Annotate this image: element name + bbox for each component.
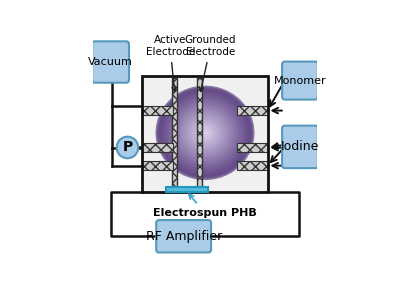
Ellipse shape <box>156 86 254 180</box>
Ellipse shape <box>169 98 241 168</box>
Bar <box>142 143 173 152</box>
Ellipse shape <box>160 90 250 175</box>
Ellipse shape <box>166 95 244 171</box>
Bar <box>142 106 173 115</box>
Bar <box>142 161 173 170</box>
Ellipse shape <box>192 120 218 145</box>
Ellipse shape <box>157 87 253 178</box>
Text: Active
Electrode: Active Electrode <box>146 36 195 91</box>
Bar <box>197 78 202 191</box>
Bar <box>237 161 268 170</box>
Ellipse shape <box>190 119 220 147</box>
Ellipse shape <box>179 108 231 158</box>
Ellipse shape <box>185 114 225 152</box>
FancyBboxPatch shape <box>282 62 318 100</box>
Text: Iodine: Iodine <box>281 140 319 153</box>
Ellipse shape <box>195 124 215 142</box>
Ellipse shape <box>174 103 236 163</box>
Ellipse shape <box>187 116 223 150</box>
Text: Electrospun PHB: Electrospun PHB <box>153 194 257 218</box>
FancyBboxPatch shape <box>282 126 318 168</box>
Ellipse shape <box>182 111 228 155</box>
Ellipse shape <box>167 97 243 169</box>
Bar <box>197 84 202 166</box>
Ellipse shape <box>200 128 210 138</box>
Ellipse shape <box>170 100 240 166</box>
Text: P: P <box>122 140 132 154</box>
Ellipse shape <box>202 130 208 136</box>
Bar <box>142 76 268 192</box>
Ellipse shape <box>175 105 235 161</box>
Bar <box>142 76 268 192</box>
Ellipse shape <box>159 89 251 177</box>
Ellipse shape <box>180 109 230 157</box>
Ellipse shape <box>188 117 222 149</box>
Bar <box>172 78 177 191</box>
Ellipse shape <box>184 112 226 153</box>
Ellipse shape <box>194 122 216 144</box>
Ellipse shape <box>177 106 233 160</box>
Text: Monomer: Monomer <box>274 76 326 86</box>
Bar <box>237 106 268 115</box>
Ellipse shape <box>164 93 246 172</box>
Ellipse shape <box>197 125 213 141</box>
Bar <box>166 187 208 192</box>
Ellipse shape <box>203 131 207 134</box>
FancyBboxPatch shape <box>92 41 129 83</box>
Text: RF Amplifier: RF Amplifier <box>146 230 222 243</box>
FancyBboxPatch shape <box>156 220 211 253</box>
Text: Grounded
Electrode: Grounded Electrode <box>185 36 236 91</box>
Text: Vacuum: Vacuum <box>88 57 133 67</box>
Circle shape <box>117 137 138 158</box>
Ellipse shape <box>162 92 248 174</box>
Ellipse shape <box>172 101 238 164</box>
Ellipse shape <box>198 126 212 139</box>
Bar <box>237 143 268 152</box>
